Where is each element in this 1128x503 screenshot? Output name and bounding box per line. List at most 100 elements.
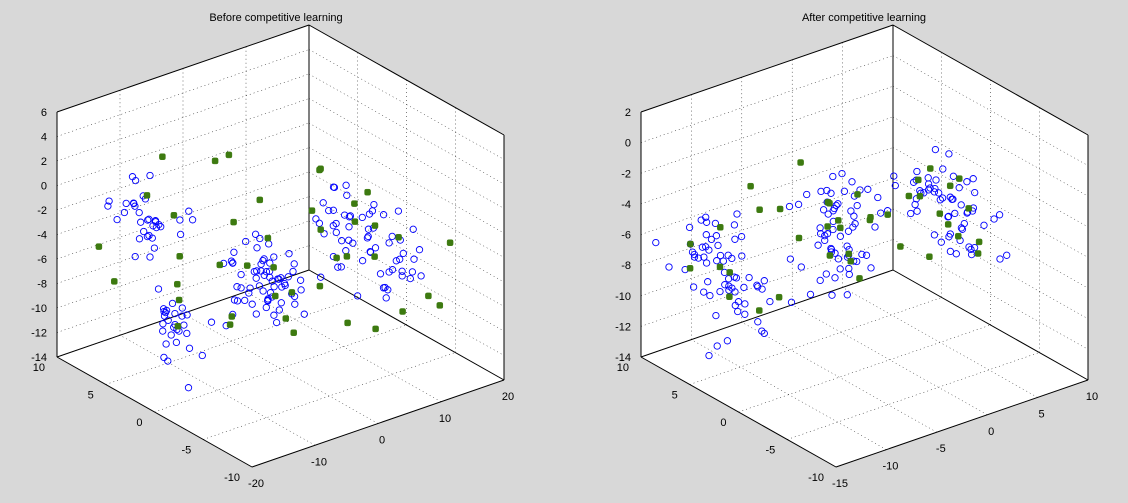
data-point xyxy=(829,172,837,181)
data-point xyxy=(340,211,349,219)
data-point xyxy=(145,231,153,240)
weight-point xyxy=(776,205,784,213)
grid-line-y xyxy=(787,352,1040,440)
data-point xyxy=(716,251,725,260)
weight-point xyxy=(686,265,694,272)
data-point xyxy=(312,215,320,223)
data-point xyxy=(787,298,796,306)
data-point xyxy=(694,254,703,262)
data-point xyxy=(113,215,121,224)
z-tick-label: 2 xyxy=(41,156,47,168)
data-point xyxy=(277,299,285,307)
data-point xyxy=(262,268,271,276)
data-point xyxy=(230,296,239,304)
data-point xyxy=(140,227,148,236)
weight-point xyxy=(143,192,151,199)
weight-point xyxy=(226,321,234,328)
weight-point xyxy=(856,275,863,282)
chart-title: After competitive learning xyxy=(802,12,926,24)
data-point xyxy=(164,316,172,324)
grid-line-z xyxy=(640,55,894,143)
data-point xyxy=(730,273,738,281)
data-point xyxy=(408,268,417,276)
data-point xyxy=(730,221,739,229)
weight-point xyxy=(256,196,264,204)
data-point xyxy=(980,221,988,229)
data-point xyxy=(345,223,353,231)
y-tick-label: -5 xyxy=(765,445,775,457)
edge-line xyxy=(892,269,1089,381)
data-point xyxy=(690,253,699,261)
z-tick-label: 4 xyxy=(41,132,47,144)
weight-point xyxy=(272,292,279,300)
back-left-pane xyxy=(57,25,309,357)
data-point xyxy=(364,225,373,233)
data-point xyxy=(325,206,333,215)
data-point xyxy=(143,232,152,241)
data-point xyxy=(741,300,749,308)
grid-line-y xyxy=(203,352,456,440)
data-point xyxy=(702,218,711,226)
data-point xyxy=(890,172,898,180)
y-tick-label: 10 xyxy=(33,362,45,374)
weight-point xyxy=(795,234,803,242)
data-point xyxy=(965,243,973,251)
data-point xyxy=(252,310,260,318)
weight-point xyxy=(854,191,861,198)
plot-area xyxy=(652,145,1011,360)
weight-point xyxy=(687,240,694,248)
data-point xyxy=(146,253,154,261)
z-tick-label: -12 xyxy=(615,321,631,333)
data-point xyxy=(665,263,673,271)
z-tick-label: -6 xyxy=(37,254,47,266)
data-point xyxy=(230,248,238,256)
weight-point xyxy=(230,218,237,226)
data-point xyxy=(957,201,965,209)
data-point xyxy=(838,169,846,178)
data-point xyxy=(723,337,732,345)
grid-line-y xyxy=(689,297,942,385)
weight-point xyxy=(897,243,904,250)
data-point xyxy=(924,180,933,188)
data-point xyxy=(135,208,143,217)
data-point xyxy=(944,212,953,221)
data-point xyxy=(945,233,953,241)
data-point xyxy=(346,212,355,220)
data-point xyxy=(364,232,372,241)
data-point xyxy=(803,190,811,199)
weight-point xyxy=(371,222,379,229)
data-point xyxy=(702,213,710,221)
data-point xyxy=(891,181,899,190)
data-point xyxy=(358,257,367,265)
data-point xyxy=(817,187,825,196)
weight-point xyxy=(916,192,924,200)
data-point xyxy=(406,274,414,283)
data-point xyxy=(785,202,794,211)
data-point xyxy=(319,199,327,207)
x-tick-label: 0 xyxy=(379,435,385,447)
grid-line-z xyxy=(56,122,310,211)
data-point xyxy=(944,213,952,221)
data-point xyxy=(814,241,822,249)
data-point xyxy=(178,312,186,320)
data-point xyxy=(409,225,417,233)
weight-point xyxy=(826,252,834,259)
weight-point xyxy=(726,293,733,300)
data-point xyxy=(688,248,697,256)
data-point xyxy=(967,250,976,259)
data-point xyxy=(948,195,956,203)
data-point xyxy=(821,236,829,245)
weight-point xyxy=(264,234,272,242)
weight-point xyxy=(344,319,351,327)
data-point xyxy=(731,235,739,243)
data-point xyxy=(969,175,977,183)
data-point xyxy=(828,291,836,299)
data-point xyxy=(135,235,144,243)
data-point xyxy=(329,183,338,191)
data-point xyxy=(685,223,694,232)
data-point xyxy=(831,274,839,282)
data-point xyxy=(936,196,944,204)
data-point xyxy=(853,201,861,210)
data-point xyxy=(233,283,241,291)
data-point xyxy=(963,178,971,186)
